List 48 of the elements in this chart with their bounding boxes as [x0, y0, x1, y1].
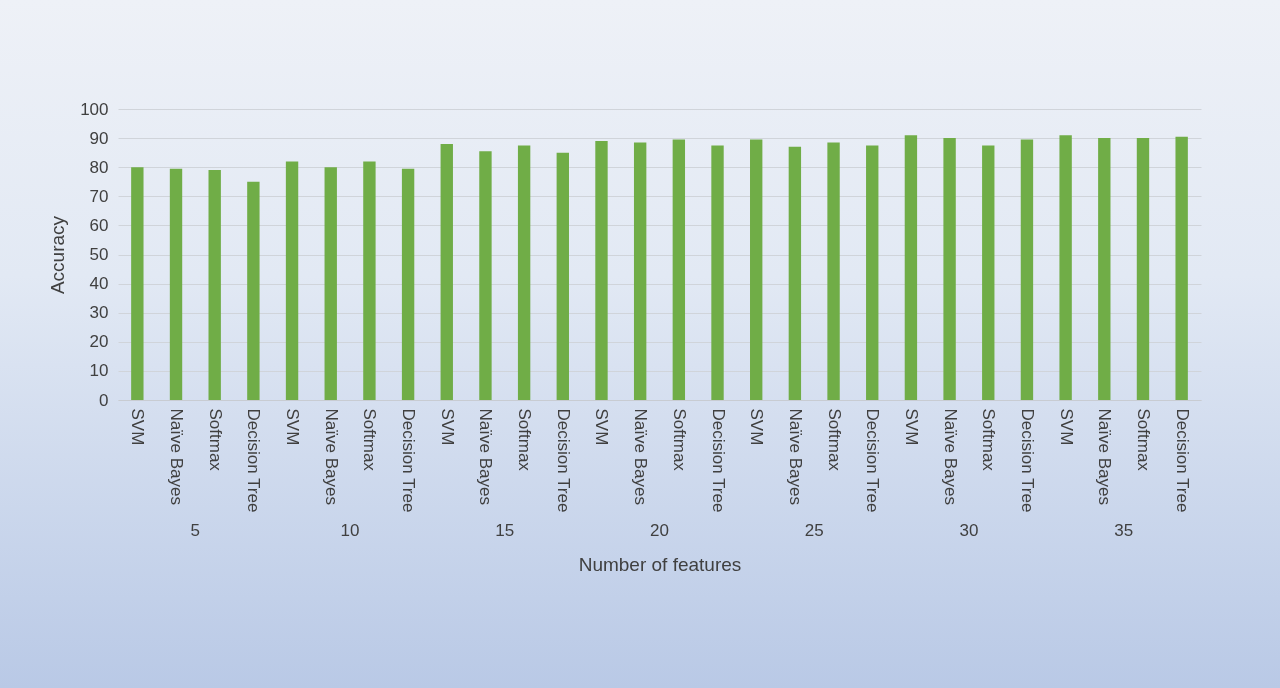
x-tick-label: Decision Tree: [1017, 408, 1037, 513]
text: 5: [190, 521, 201, 540]
x-tick-label: Naïve Bayes: [785, 408, 805, 505]
x-tick-label: Decision Tree: [244, 408, 264, 513]
text: 15: [495, 521, 515, 540]
text: 10: [340, 521, 360, 540]
x-tick-label: Naïve Bayes: [167, 408, 187, 505]
text: 30: [959, 521, 979, 540]
y-tick-label: 80: [89, 157, 109, 177]
x-tick-label: Naïve Bayes: [940, 408, 960, 505]
x-tick-label: Naïve Bayes: [476, 408, 496, 505]
x-tick-label: SVM: [128, 408, 148, 446]
x-tick-label: Decision Tree: [399, 408, 419, 513]
x-tick-label: Naïve Bayes: [631, 408, 651, 505]
x-tick-label: Softmax: [669, 408, 689, 472]
x-tick-label: Softmax: [205, 408, 225, 472]
x-tick-label: Decision Tree: [553, 408, 573, 513]
x-tick-label: Decision Tree: [1172, 408, 1192, 513]
x-tick-label: Decision Tree: [708, 408, 728, 513]
x-axis-title: Number of features: [578, 553, 742, 575]
x-tick-label: Softmax: [360, 408, 380, 472]
x-tick-label: Softmax: [1133, 408, 1153, 472]
y-tick-label: 30: [89, 303, 109, 323]
y-tick-label: 40: [89, 274, 109, 294]
text: 25: [804, 521, 824, 540]
y-tick-label: 10: [89, 361, 109, 381]
x-tick-label: Naïve Bayes: [1095, 408, 1115, 505]
x-tick-label: SVM: [747, 408, 767, 446]
text: 35: [1114, 521, 1134, 540]
x-tick-label: Naïve Bayes: [321, 408, 341, 505]
x-tick-label: Decision Tree: [863, 408, 883, 513]
x-tick-label: SVM: [592, 408, 612, 446]
y-tick-label: 50: [89, 245, 109, 264]
y-tick-label: 90: [89, 128, 109, 148]
x-tick-label: SVM: [901, 408, 921, 446]
x-tick-label: Softmax: [515, 408, 535, 472]
x-tick-label: SVM: [1056, 408, 1076, 446]
x-tick-label: SVM: [283, 408, 303, 446]
y-tick-label: 20: [89, 332, 109, 352]
y-tick-label: 60: [89, 215, 109, 235]
x-tick-label: Softmax: [979, 408, 999, 472]
y-axis-title: Accuracy: [47, 215, 69, 295]
x-tick-label: SVM: [437, 408, 457, 446]
y-tick-label: 70: [89, 186, 109, 206]
text: 20: [650, 521, 669, 540]
y-tick-label: 100: [80, 99, 109, 119]
x-tick-label: Softmax: [824, 408, 844, 472]
y-tick-label: 0: [99, 390, 109, 410]
